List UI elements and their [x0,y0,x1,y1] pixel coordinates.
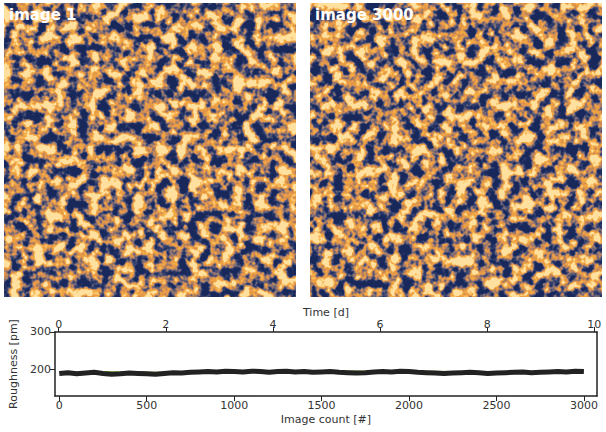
svg-text:Time [d]: Time [d] [302,306,349,319]
svg-text:3000: 3000 [570,399,598,412]
svg-text:6: 6 [377,318,384,331]
svg-text:image 1: image 1 [9,6,76,24]
svg-text:500: 500 [136,399,157,412]
svg-text:1000: 1000 [220,399,248,412]
svg-text:300: 300 [30,325,51,338]
svg-text:0: 0 [55,318,62,331]
svg-text:2: 2 [162,318,169,331]
svg-text:0: 0 [56,399,63,412]
svg-text:2500: 2500 [482,399,510,412]
svg-text:Roughness [pm]: Roughness [pm] [7,319,20,409]
svg-text:200: 200 [30,363,51,376]
svg-text:1500: 1500 [308,399,336,412]
svg-text:4: 4 [269,318,276,331]
svg-text:Image count [#]: Image count [#] [281,413,371,426]
svg-text:image 3000: image 3000 [315,6,414,24]
svg-text:8: 8 [484,318,491,331]
svg-text:2000: 2000 [395,399,423,412]
svg-text:10: 10 [587,318,601,331]
